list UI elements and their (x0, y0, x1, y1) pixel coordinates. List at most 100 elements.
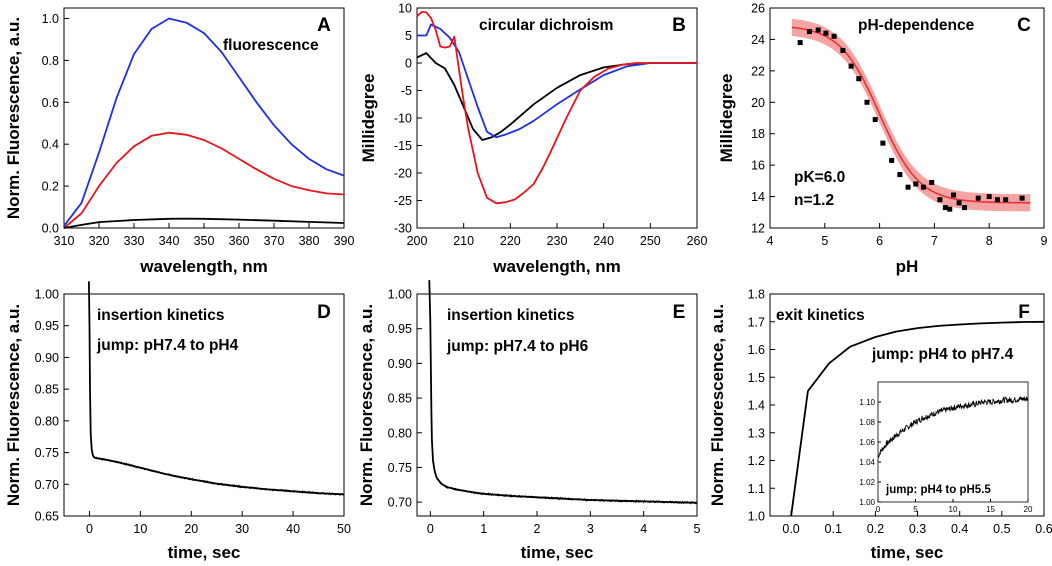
ytick-label: 10 (398, 2, 412, 16)
xtick-label: 0.3 (909, 522, 926, 536)
ytick-label: 0.8 (42, 54, 59, 68)
xtick-label: 0 (86, 522, 93, 536)
data-point (872, 117, 878, 123)
xtick-label: 0.1 (825, 522, 842, 536)
ytick-label: 0.90 (388, 357, 412, 371)
ytick-label: 1.08 (859, 418, 875, 427)
ytick-label: 1.2 (748, 454, 765, 468)
panel-e-frame (416, 293, 698, 517)
panel-f-title: exit kinetics (776, 307, 865, 324)
xtick-label: 330 (124, 234, 145, 248)
ytick-label: 0.75 (35, 446, 59, 460)
series-line-kinetics (790, 320, 1045, 517)
xtick-label: 310 (54, 234, 75, 248)
panel-f-letter: F (1018, 302, 1030, 323)
inset-series-line (877, 396, 1028, 458)
ytick-label: 1.5 (748, 371, 765, 385)
ytick-label: 1.00 (859, 498, 875, 507)
xtick-label: 8 (986, 234, 993, 248)
data-point (956, 200, 962, 206)
series-line-blue (63, 17, 345, 227)
panel-c-xlabel: pH (896, 257, 919, 276)
data-point (856, 76, 862, 82)
panel-d-jump-label: jump: pH7.4 to pH4 (96, 337, 239, 354)
xtick-label: 15 (986, 505, 995, 514)
panel-f-xlabel: time, sec (871, 543, 944, 562)
ytick-label: 0.80 (388, 426, 412, 440)
ytick-label: 20 (751, 96, 765, 110)
ytick-label: 1.6 (748, 343, 765, 357)
xtick-label: 30 (235, 522, 249, 536)
data-point (815, 27, 821, 33)
xtick-label: 380 (299, 234, 320, 248)
panel-c-ylabel: Millidegree (717, 74, 736, 163)
panel-d-xlabel: time, sec (168, 543, 241, 562)
panel-f-jump-label: jump: pH4 to pH7.4 (871, 346, 1014, 363)
ytick-label: -20 (394, 167, 412, 181)
panel-c-pk-label: pK=6.0 (794, 169, 845, 186)
panel-b-letter: B (672, 15, 686, 36)
xtick-label: 230 (547, 234, 568, 248)
xtick-label: 3 (587, 522, 594, 536)
xtick-label: 10 (949, 505, 958, 514)
ytick-label: 0.65 (35, 510, 59, 524)
ytick-label: 0.85 (388, 392, 412, 406)
panel-a-xlabel: wavelength, nm (139, 257, 268, 276)
noise-trace (92, 455, 345, 496)
ytick-label: 0.90 (35, 351, 59, 365)
panel-a-ylabel: Norm. Fluorescence, a.u. (4, 17, 23, 219)
inset-jump-label: jump: pH4 to pH5.5 (885, 484, 991, 496)
ytick-label: 1.06 (859, 438, 875, 447)
data-point (823, 30, 829, 36)
data-point (1003, 197, 1009, 203)
ytick-label: -30 (394, 222, 412, 236)
xtick-label: 4 (640, 522, 647, 536)
xtick-label: 5 (913, 505, 918, 514)
ytick-label: 1.4 (748, 399, 765, 413)
ytick-label: 0.75 (388, 461, 412, 475)
ytick-label: 24 (751, 33, 765, 47)
xtick-label: 0.2 (867, 522, 884, 536)
ytick-label: 0.85 (35, 383, 59, 397)
ytick-label: 1.7 (748, 315, 765, 329)
ytick-label: 22 (751, 64, 765, 78)
data-point (848, 63, 854, 69)
panel-b: -30 -25 -20 -15 -10 -5 0 5 10 200 210 220 230 240 250 2… (359, 2, 707, 277)
data-point (806, 29, 812, 35)
panel-c-n-label: n=1.2 (794, 192, 834, 209)
panel-d: 0.65 0.70 0.75 0.80 0.85 0.90 0.95 1.00 0 10 20 30 4… (4, 281, 351, 562)
panel-b-xlabel: wavelength, nm (492, 257, 621, 276)
panel-e-jump-label: jump: pH7.4 to pH6 (446, 338, 589, 355)
xtick-label: 2 (534, 522, 541, 536)
ytick-label: 0.70 (388, 496, 412, 510)
data-point (975, 195, 981, 201)
ytick-label: 5 (405, 29, 412, 43)
xtick-label: 240 (593, 234, 614, 248)
panel-f-ylabel: Norm. Fluorescence, a.u. (708, 304, 727, 506)
data-point (929, 179, 935, 185)
panel-e: 0.70 0.75 0.80 0.85 0.90 0.95 1.00 0 1 2 3 4 5 time,… (357, 280, 701, 562)
xtick-label: 20 (184, 522, 198, 536)
data-point (994, 197, 1000, 203)
xtick-label: 220 (500, 234, 521, 248)
panel-d-letter: D (317, 302, 331, 323)
panel-a-letter: A (317, 15, 331, 36)
ytick-label: 0.70 (35, 478, 59, 492)
data-point (897, 172, 903, 178)
ytick-label: 1.1 (748, 482, 765, 496)
data-point (937, 197, 943, 203)
panel-e-title: insertion kinetics (447, 307, 574, 324)
panel-a-title: fluorescence (223, 37, 319, 54)
data-point (942, 205, 948, 211)
xtick-label: 200 (407, 234, 428, 248)
xtick-label: 0.0 (782, 522, 799, 536)
data-point (1019, 195, 1025, 201)
panel-e-ylabel: Norm. Fluorescence, a.u. (357, 304, 376, 506)
data-point (880, 140, 886, 146)
xtick-label: 6 (876, 234, 883, 248)
series-line-red (63, 131, 345, 229)
data-point (889, 157, 895, 163)
data-point (831, 33, 837, 39)
panel-d-frame (63, 293, 345, 517)
